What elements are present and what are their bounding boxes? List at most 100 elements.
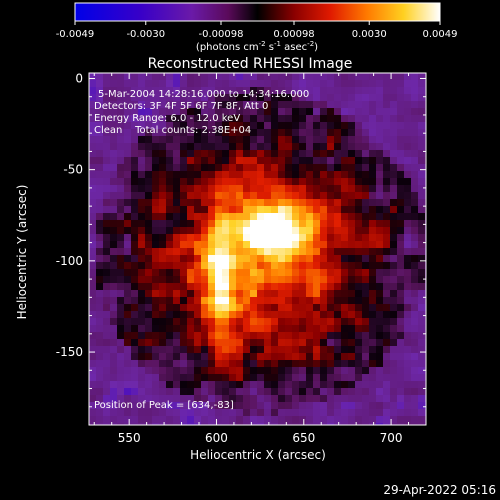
- heatmap-cell: [278, 73, 285, 80]
- heatmap-cell: [383, 276, 390, 283]
- heatmap-cell: [229, 269, 236, 276]
- heatmap-cell: [152, 115, 159, 122]
- heatmap-cell: [418, 311, 425, 318]
- heatmap-cell: [89, 374, 96, 381]
- heatmap-cell: [243, 94, 250, 101]
- heatmap-cell: [103, 409, 110, 416]
- heatmap-cell: [397, 388, 404, 395]
- heatmap-cell: [341, 150, 348, 157]
- heatmap-cell: [327, 129, 334, 136]
- heatmap-cell: [355, 199, 362, 206]
- heatmap-cell: [404, 108, 411, 115]
- heatmap-cell: [173, 367, 180, 374]
- heatmap-cell: [369, 290, 376, 297]
- heatmap-cell: [208, 374, 215, 381]
- heatmap-cell: [180, 227, 187, 234]
- heatmap-cell: [341, 339, 348, 346]
- heatmap-cell: [180, 409, 187, 416]
- heatmap-cell: [418, 178, 425, 185]
- heatmap-cell: [180, 192, 187, 199]
- heatmap-cell: [292, 360, 299, 367]
- heatmap-cell: [124, 150, 131, 157]
- heatmap-cell: [383, 80, 390, 87]
- heatmap-cell: [285, 325, 292, 332]
- heatmap-cell: [110, 234, 117, 241]
- heatmap-cell: [222, 395, 229, 402]
- heatmap-cell: [411, 171, 418, 178]
- y-axis-label: Heliocentric Y (arcsec): [15, 185, 29, 320]
- heatmap-cell: [411, 206, 418, 213]
- heatmap-cell: [180, 304, 187, 311]
- heatmap-cell: [362, 192, 369, 199]
- heatmap-cell: [229, 241, 236, 248]
- heatmap-cell: [292, 395, 299, 402]
- heatmap-cell: [334, 325, 341, 332]
- heatmap-cell: [152, 346, 159, 353]
- heatmap-cell: [306, 164, 313, 171]
- heatmap-cell: [334, 269, 341, 276]
- heatmap-cell: [229, 192, 236, 199]
- heatmap-cell: [187, 269, 194, 276]
- heatmap-cell: [257, 395, 264, 402]
- heatmap-cell: [89, 143, 96, 150]
- heatmap-cell: [250, 339, 257, 346]
- heatmap-cell: [411, 192, 418, 199]
- heatmap-cell: [397, 255, 404, 262]
- heatmap-cell: [320, 234, 327, 241]
- heatmap-cell: [327, 80, 334, 87]
- heatmap-cell: [313, 136, 320, 143]
- heatmap-cell: [166, 101, 173, 108]
- heatmap-cell: [89, 192, 96, 199]
- heatmap-cell: [250, 353, 257, 360]
- heatmap-cell: [96, 332, 103, 339]
- heatmap-cell: [348, 157, 355, 164]
- heatmap-cell: [222, 164, 229, 171]
- heatmap-cell: [152, 290, 159, 297]
- heatmap-cell: [201, 318, 208, 325]
- heatmap-cell: [236, 395, 243, 402]
- heatmap-cell: [152, 381, 159, 388]
- heatmap-cell: [292, 276, 299, 283]
- heatmap-cell: [194, 269, 201, 276]
- heatmap-cell: [320, 374, 327, 381]
- heatmap-cell: [418, 220, 425, 227]
- heatmap-cell: [390, 423, 397, 425]
- heatmap-cell: [229, 409, 236, 416]
- heatmap-cell: [138, 346, 145, 353]
- heatmap-cell: [334, 101, 341, 108]
- heatmap-cell: [201, 346, 208, 353]
- heatmap-cell: [418, 297, 425, 304]
- heatmap-cell: [383, 283, 390, 290]
- heatmap-cell: [383, 339, 390, 346]
- heatmap-cell: [278, 227, 285, 234]
- heatmap-cell: [306, 304, 313, 311]
- heatmap-cell: [264, 136, 271, 143]
- heatmap-cell: [103, 178, 110, 185]
- heatmap-cell: [411, 150, 418, 157]
- heatmap-cell: [152, 416, 159, 423]
- heatmap-cell: [103, 332, 110, 339]
- heatmap-cell: [159, 157, 166, 164]
- colorbar-tick-label: 0.0030: [352, 29, 387, 40]
- heatmap-cell: [89, 150, 96, 157]
- heatmap-cell: [341, 178, 348, 185]
- heatmap-cell: [208, 234, 215, 241]
- heatmap-cell: [201, 234, 208, 241]
- heatmap-cell: [411, 402, 418, 409]
- heatmap-cell: [243, 339, 250, 346]
- heatmap-cell: [383, 388, 390, 395]
- heatmap-cell: [187, 157, 194, 164]
- heatmap-cell: [355, 115, 362, 122]
- heatmap-cell: [124, 192, 131, 199]
- heatmap-cell: [103, 269, 110, 276]
- heatmap-cell: [362, 157, 369, 164]
- heatmap-cell: [89, 164, 96, 171]
- heatmap-cell: [243, 101, 250, 108]
- heatmap-cell: [138, 178, 145, 185]
- heatmap-cell: [390, 241, 397, 248]
- heatmap-cell: [117, 346, 124, 353]
- heatmap-cell: [201, 115, 208, 122]
- heatmap-cell: [145, 192, 152, 199]
- heatmap-cell: [96, 409, 103, 416]
- heatmap-cell: [299, 346, 306, 353]
